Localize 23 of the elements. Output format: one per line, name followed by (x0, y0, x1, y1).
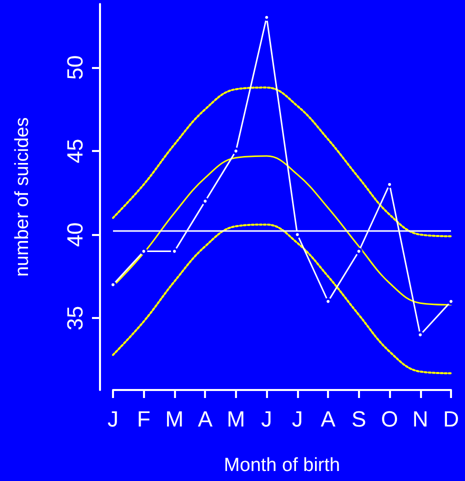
y-tick-label: 35 (62, 306, 88, 330)
x-tick-label: M (165, 406, 184, 432)
line-series (112, 86, 452, 238)
x-tick-label: J (261, 406, 272, 432)
x-tick-label: A (320, 406, 336, 432)
x-tick-label: F (137, 406, 150, 432)
x-tick-label: A (198, 406, 213, 432)
x-tick-label: S (351, 406, 366, 432)
x-axis-title: Month of birth (224, 455, 340, 476)
y-tick-label: 50 (62, 55, 88, 80)
point (355, 248, 362, 255)
y-axis-title: number of suicides (12, 117, 33, 277)
y-tick-label: 40 (62, 222, 88, 247)
x-tick-label: D (443, 406, 459, 432)
x-tick-label: M (226, 406, 246, 432)
x-tick-label: N (412, 406, 428, 432)
point (202, 198, 209, 205)
x-tick-label: O (380, 406, 398, 432)
line-series (112, 224, 452, 374)
x-tick-label: J (292, 406, 303, 432)
x-tick-label: J (108, 406, 118, 432)
y-tick-label: 45 (62, 138, 88, 164)
point (140, 248, 148, 255)
